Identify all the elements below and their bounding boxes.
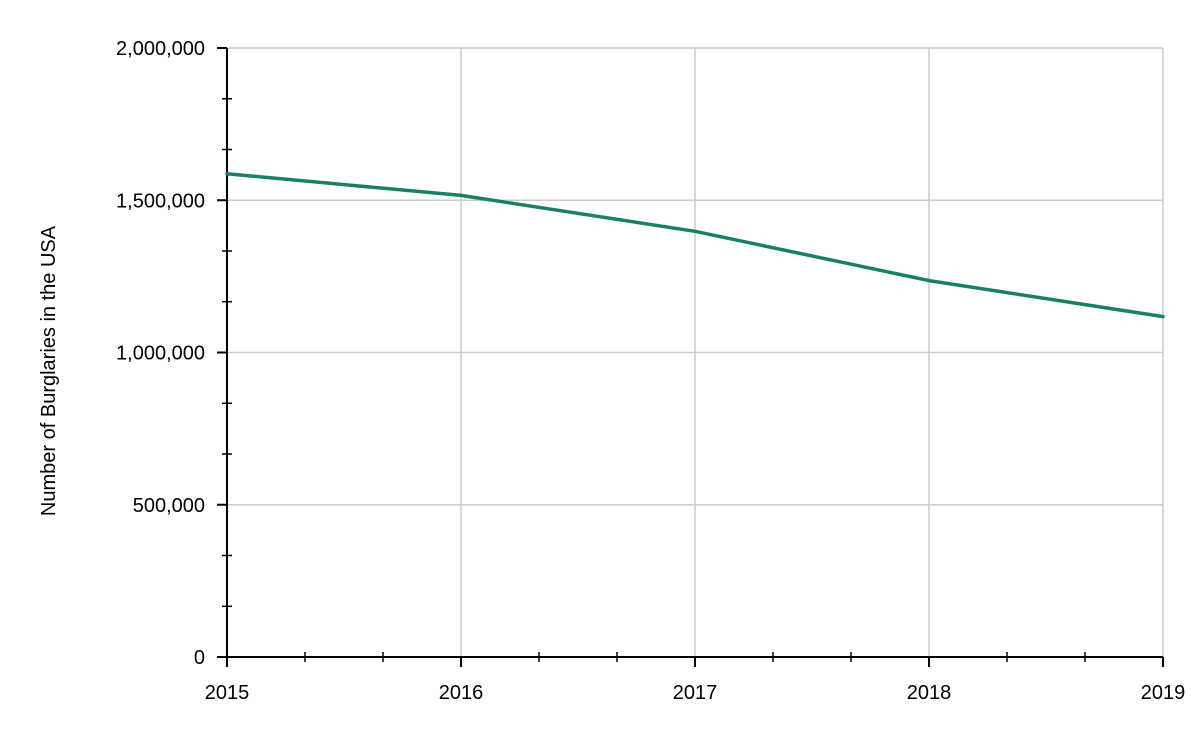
x-tick-label: 2016 [439,682,484,704]
x-tick-label: 2019 [1141,682,1186,704]
data-point [225,172,229,176]
y-tick-label: 500,000 [133,495,205,517]
y-tick-label: 2,000,000 [116,38,205,60]
y-axis-title: Number of Burglaries in the USA [38,225,60,516]
y-tick-label: 1,500,000 [116,190,205,212]
grid-layer [227,47,1164,657]
x-tick-label: 2017 [673,682,718,704]
y-tick-label: 1,000,000 [116,343,205,365]
x-tick-label: 2015 [205,682,250,704]
label-layer: 0 500,000 1,000,000 1,500,000 2,000,000 2015 2… [116,38,1185,704]
data-point [693,229,697,233]
data-point [1161,315,1165,319]
axis-layer [217,47,1164,667]
x-tick-label: 2018 [907,682,952,704]
y-tick-label: 0 [194,647,205,669]
data-point [459,193,463,197]
data-point [927,279,931,283]
series-layer [225,172,1165,319]
